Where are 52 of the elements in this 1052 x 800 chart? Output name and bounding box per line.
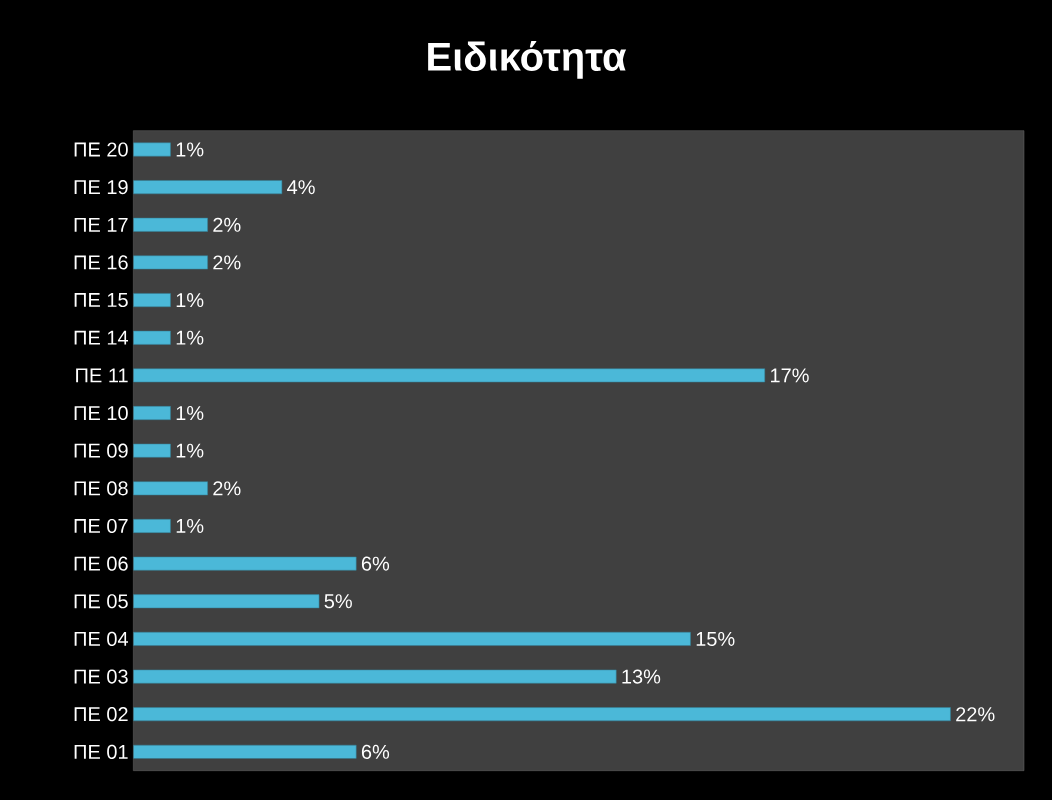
data-label: 17% — [771, 368, 809, 383]
bar — [133, 594, 320, 609]
data-label: 1% — [176, 406, 204, 421]
y-tick-label: ΠΕ 10 — [74, 405, 128, 421]
data-label: 1% — [176, 330, 204, 345]
y-tick-label: ΠΕ 03 — [74, 669, 128, 684]
bar — [133, 255, 208, 270]
data-label: 1% — [176, 293, 204, 308]
y-tick-label: ΠΕ 19 — [74, 180, 128, 195]
bar — [133, 707, 951, 722]
bar — [133, 406, 171, 420]
y-tick-label: ΠΕ 16 — [74, 255, 128, 270]
y-tick-label: ΠΕ 11 — [76, 368, 128, 383]
data-label: 1% — [176, 518, 204, 533]
bar — [133, 293, 171, 308]
data-label: 2% — [213, 481, 241, 496]
y-tick-label: ΠΕ 07 — [74, 518, 128, 534]
data-label: 6% — [361, 744, 390, 759]
data-label: 5% — [324, 594, 352, 609]
data-label: 2% — [213, 217, 241, 232]
y-tick-label: ΠΕ 09 — [74, 443, 128, 458]
y-tick-label: ΠΕ 04 — [74, 631, 129, 646]
data-label: 22% — [956, 707, 995, 722]
chart-title: Ειδικότητα — [428, 41, 627, 79]
bar — [133, 443, 171, 458]
data-label: 2% — [213, 255, 241, 270]
y-tick-label: ΠΕ 15 — [74, 293, 128, 308]
bar — [133, 368, 766, 383]
bar — [133, 556, 357, 571]
bar — [133, 217, 208, 232]
data-label: 13% — [622, 669, 661, 684]
bar — [133, 330, 171, 345]
y-tick-label: ΠΕ 08 — [74, 481, 128, 496]
bar — [133, 142, 171, 157]
y-tick-label: ΠΕ 02 — [74, 707, 128, 722]
data-label: 1% — [176, 443, 204, 458]
y-tick-label: ΠΕ 01 — [74, 744, 128, 759]
bar — [133, 180, 283, 195]
bar — [133, 744, 357, 759]
bar — [133, 519, 171, 533]
y-tick-label: ΠΕ 20 — [74, 142, 128, 157]
data-label: 4% — [287, 180, 315, 195]
bar — [133, 669, 617, 684]
y-tick-label: ΠΕ 05 — [74, 594, 128, 609]
bar — [133, 631, 691, 646]
y-tick-label: ΠΕ 14 — [74, 330, 129, 345]
data-label: 6% — [361, 556, 390, 571]
data-label: 1% — [176, 142, 204, 157]
y-tick-label: ΠΕ 06 — [74, 556, 128, 571]
y-tick-label: ΠΕ 17 — [74, 217, 128, 232]
data-label: 15% — [696, 631, 735, 646]
bar — [133, 481, 208, 496]
